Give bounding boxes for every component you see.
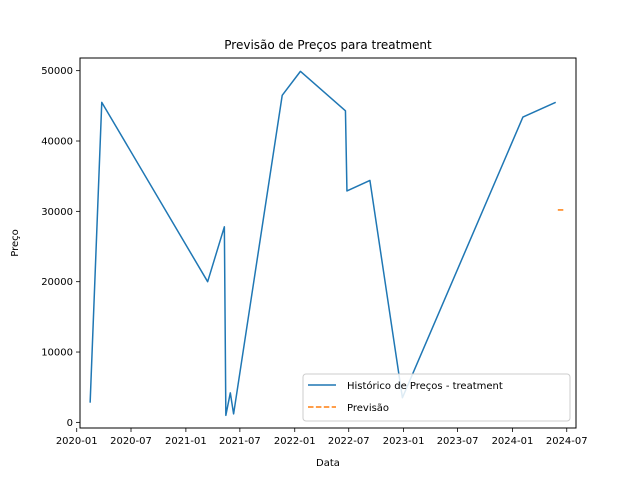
x-tick-label: 2022-07 — [328, 436, 370, 447]
series-line-history — [89, 70, 557, 417]
legend-label: Histórico de Preços - treatment — [347, 380, 503, 392]
y-tick-label: 30000 — [41, 207, 73, 218]
y-tick-label: 20000 — [41, 277, 73, 288]
chart-title: Previsão de Preços para treatment — [224, 38, 432, 52]
y-axis-label: Preço — [10, 229, 21, 257]
x-tick-label: 2020-01 — [56, 436, 98, 447]
x-tick-label: 2024-01 — [492, 436, 534, 447]
x-tick-label: 2023-01 — [383, 436, 425, 447]
y-tick-label: 50000 — [41, 66, 73, 77]
x-axis-label: Data — [316, 458, 340, 469]
x-tick-label: 2024-07 — [546, 436, 588, 447]
y-tick-label: 40000 — [41, 137, 73, 148]
plot-frame — [79, 57, 577, 429]
x-tick-label: 2021-01 — [165, 436, 207, 447]
x-tick-label: 2023-07 — [437, 436, 479, 447]
y-tick-label: 10000 — [41, 348, 73, 359]
legend-box — [302, 373, 571, 422]
x-tick-label: 2020-07 — [110, 436, 152, 447]
legend: Histórico de Preços - treatment Previsão — [302, 373, 571, 422]
x-tick-label: 2022-01 — [274, 436, 316, 447]
x-tick-label: 2021-07 — [219, 436, 261, 447]
legend-label: Previsão — [347, 403, 389, 414]
y-tick-label: 0 — [67, 418, 73, 429]
